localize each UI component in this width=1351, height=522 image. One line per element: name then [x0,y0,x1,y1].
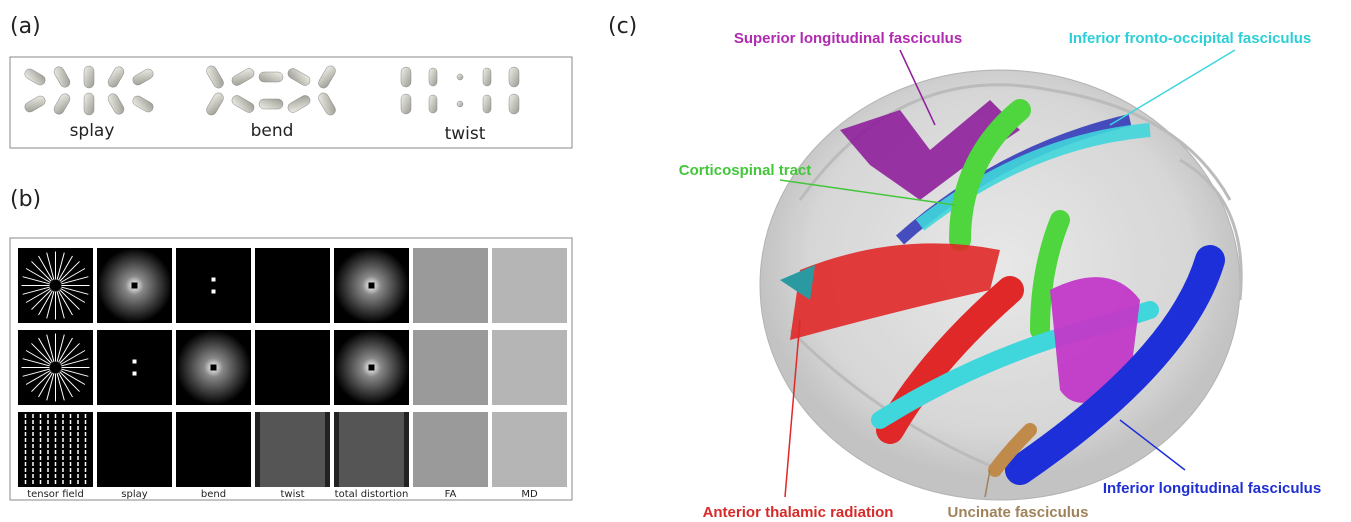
center-dot [369,283,375,289]
image-tile [413,248,488,323]
column-label: MD [521,489,538,500]
mesogen [259,72,283,82]
mesogen [509,67,519,87]
image-tile [255,248,330,323]
brain-render [760,70,1241,500]
tile-grid: tensor field splay bend twist total distorti… [18,248,567,500]
tract-label: Corticospinal tract [679,162,812,179]
column-label: tensor field [27,489,84,500]
edge [325,412,330,487]
panel-label: (c) [608,14,637,39]
figure: (a) splay bend twist (b) tensor field spl… [0,0,1351,522]
edge [334,412,339,487]
mesogen [457,101,463,107]
panel-label: (a) [10,14,41,39]
mesogen [457,74,463,80]
dot [212,278,216,282]
mesogen [84,66,94,88]
column-label: total distortion [335,489,409,500]
caption: splay [70,121,115,141]
image-tile [492,412,567,487]
center-dot [132,283,138,289]
image-tile [413,330,488,405]
image-tile [492,248,567,323]
column-label: splay [121,489,147,500]
panel-label: (b) [10,187,41,212]
image-tile [176,412,251,487]
image-tile [255,330,330,405]
dot [133,360,137,364]
tract-label: Inferior fronto-occipital fasciculus [1069,30,1312,47]
column-label: bend [201,489,226,500]
mesogen [429,68,437,86]
mesogen [401,67,411,87]
tract-label: Superior longitudinal fasciculus [734,30,962,47]
column-label: twist [280,489,304,500]
mesogen [509,94,519,114]
caption: bend [251,121,294,141]
center-dot [369,365,375,371]
mesogen [84,93,94,115]
image-tile [492,330,567,405]
mesogen [259,99,283,109]
image-tile [176,248,251,323]
mesogen [429,95,437,113]
caption: twist [445,124,486,144]
mesogen [483,68,491,86]
image-tile [334,412,409,487]
tract-label: Anterior thalamic radiation [703,504,894,521]
mesogen [401,94,411,114]
edge [255,412,260,487]
dot [133,372,137,376]
image-tile [255,412,330,487]
mesogen [483,95,491,113]
dot [212,290,216,294]
image-tile [97,330,172,405]
tract-label: Inferior longitudinal fasciculus [1103,480,1321,497]
edge [404,412,409,487]
column-label: FA [445,489,457,500]
center-dot [211,365,217,371]
image-tile [413,412,488,487]
tract-label: Uncinate fasciculus [948,504,1089,521]
image-tile [97,412,172,487]
